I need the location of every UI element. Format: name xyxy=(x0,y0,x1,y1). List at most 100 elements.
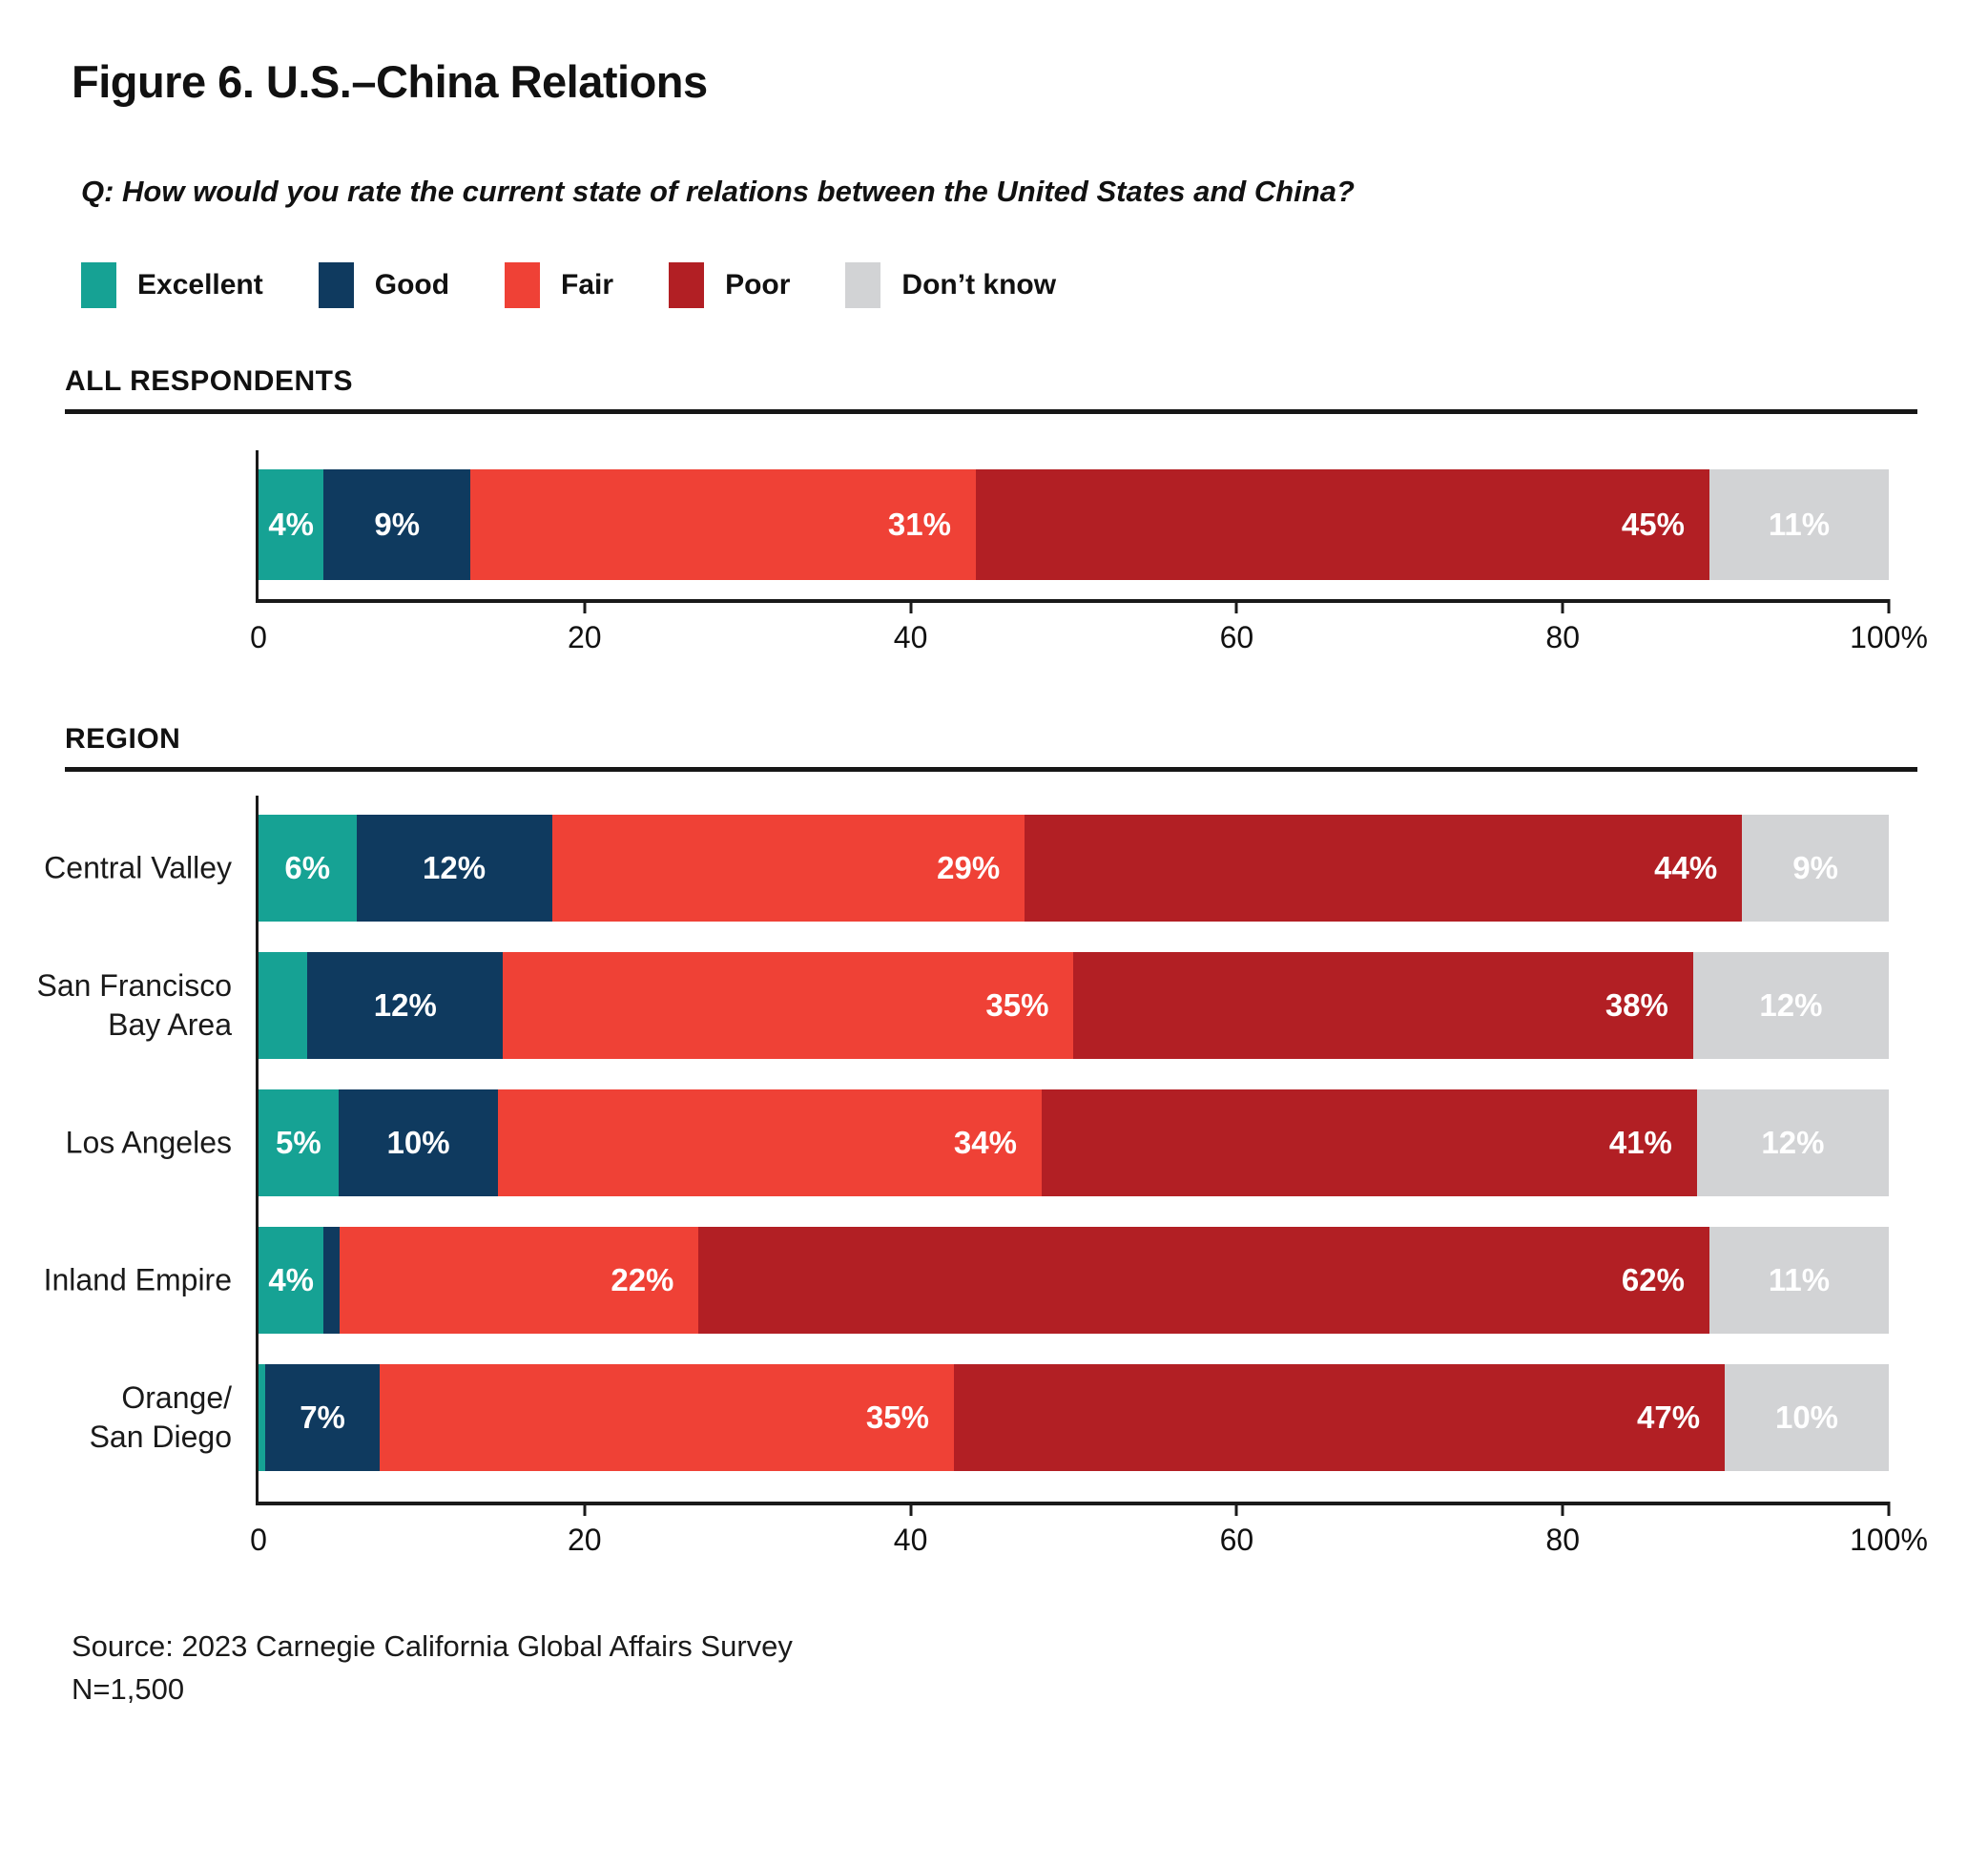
axis-tick xyxy=(583,1502,587,1516)
bar-row: 4% 9% 31% 45% 11% xyxy=(259,469,1889,580)
bar-segment-dont_know: 9% xyxy=(1742,815,1889,922)
x-axis-labels: 0 20 40 60 80 100% xyxy=(250,1505,1928,1561)
bar-segment-dont_know: 11% xyxy=(1708,469,1889,580)
bar-segment-good: 10% xyxy=(338,1089,499,1196)
segment-value-label: 4% xyxy=(268,1262,315,1297)
bar-segment-poor: 62% xyxy=(698,1227,1709,1334)
axis-tick-label: 40 xyxy=(893,1523,928,1557)
axis-tick-label: 100% xyxy=(1850,620,1928,654)
bar-segment-excellent: 5% xyxy=(259,1089,339,1196)
y-axis-line xyxy=(256,796,259,1505)
segment-value-label: 35% xyxy=(865,1400,929,1435)
bar-segment-excellent: 4% xyxy=(259,1227,324,1334)
bar-segment-good: 9% xyxy=(323,469,471,580)
bar-segment-fair: 35% xyxy=(503,952,1074,1059)
legend-swatch-good xyxy=(318,262,354,308)
axis-tick xyxy=(1234,599,1238,613)
bar-row: Orange/San Diego 7% 35% 47% 10% xyxy=(90,1364,1889,1471)
section-header-all-respondents: ALL RESPONDENTS xyxy=(65,365,353,397)
legend-swatch-excellent xyxy=(81,262,116,308)
legend-item-dont_know: Don’t know xyxy=(845,262,1056,308)
segment-value-label: 22% xyxy=(611,1262,674,1297)
section-region: REGION Central Valley 6% 12% 29% 44% 9% San Fr… xyxy=(36,723,1928,1561)
row-label: Central Valley xyxy=(44,850,232,885)
bar-segment-good: 7% xyxy=(264,1364,381,1471)
segment-value-label: 6% xyxy=(284,850,331,885)
segment-value-label: 9% xyxy=(1792,850,1838,885)
bar-row: Inland Empire 4% 22% 62% 11% xyxy=(44,1227,1889,1334)
axis-tick-label: 60 xyxy=(1219,1523,1254,1557)
axis-tick-label: 0 xyxy=(250,1523,267,1557)
bar-segment-poor: 47% xyxy=(953,1364,1726,1471)
segment-value-label: 12% xyxy=(373,987,437,1023)
plot-area: 4% 9% 31% 45% 11% xyxy=(259,469,1889,580)
section-header-region: REGION xyxy=(65,723,181,755)
bar-segment-fair: 35% xyxy=(380,1364,954,1471)
segment-value-label: 12% xyxy=(1761,1125,1825,1160)
row-label: Orange/San Diego xyxy=(89,1380,232,1454)
segment-value-label: 11% xyxy=(1768,1262,1831,1297)
row-label: San Francisco Bay Area xyxy=(36,968,232,1042)
legend-item-excellent: Excellent xyxy=(81,262,263,308)
axis-tick xyxy=(583,599,587,613)
y-axis-line xyxy=(256,450,259,603)
axis-tick-label: 80 xyxy=(1545,620,1580,654)
axis-tick xyxy=(1561,1502,1564,1516)
legend-label: Good xyxy=(374,269,450,301)
segment-value-label: 45% xyxy=(1621,507,1685,542)
axis-tick xyxy=(909,599,913,613)
legend-label: Fair xyxy=(561,269,614,301)
segment-value-label: 12% xyxy=(1759,987,1823,1023)
segment-value-label: 38% xyxy=(1605,987,1668,1023)
axis-tick xyxy=(1234,1502,1238,1516)
axis-tick-label: 0 xyxy=(250,620,267,654)
bar-chart-all-respondents: 4% 9% 31% 45% 11% 0 20 40 60 80 100% xyxy=(250,450,1928,658)
axis-tick-label: 80 xyxy=(1545,1523,1580,1557)
segment-value-label: 47% xyxy=(1636,1400,1701,1435)
survey-question: Q: How would you rate the current state … xyxy=(81,175,1355,208)
segment-value-label: 44% xyxy=(1654,850,1718,885)
sample-size: N=1,500 xyxy=(72,1671,185,1706)
bar-segment-good: 12% xyxy=(356,815,552,922)
bar-segment-fair: 29% xyxy=(551,815,1025,922)
axis-tick xyxy=(909,1502,913,1516)
segment-value-label: 10% xyxy=(386,1125,450,1160)
segment-value-label: 34% xyxy=(953,1125,1017,1160)
legend: Excellent Good Fair Poor Don’t know xyxy=(81,262,1988,308)
bar-row: Central Valley 6% 12% 29% 44% 9% xyxy=(44,815,1889,922)
axis-tick-label: 20 xyxy=(568,620,602,654)
section-rule xyxy=(65,409,1917,414)
section-all-respondents: ALL RESPONDENTS 4% 9% 31% 45% 11% 0 20 40 60 80 1… xyxy=(65,365,1928,658)
axis-tick-label: 60 xyxy=(1219,620,1254,654)
source-block: Source: 2023 Carnegie California Global … xyxy=(72,1626,1988,1711)
legend-swatch-fair xyxy=(505,262,541,308)
plot-area: Central Valley 6% 12% 29% 44% 9% San Francisco… xyxy=(36,815,1889,1471)
bar-segment-poor: 41% xyxy=(1041,1089,1697,1196)
bar-segment-dont_know: 11% xyxy=(1708,1227,1889,1334)
bar-segment-fair: 31% xyxy=(470,469,976,580)
segment-value-label: 29% xyxy=(937,850,1001,885)
x-axis-labels: 0 20 40 60 80 100% xyxy=(250,603,1928,658)
axis-tick-label: 20 xyxy=(568,1523,602,1557)
segment-value-label: 10% xyxy=(1774,1400,1839,1435)
segment-value-label: 12% xyxy=(423,850,487,885)
bar-segment-dont_know: 12% xyxy=(1696,1089,1889,1196)
legend-swatch-poor xyxy=(669,262,705,308)
bar-segment-excellent xyxy=(259,1364,265,1471)
segment-value-label: 41% xyxy=(1608,1125,1672,1160)
segment-value-label: 5% xyxy=(276,1125,321,1160)
bar-segment-excellent: 4% xyxy=(259,469,324,580)
bar-segment-fair: 22% xyxy=(340,1227,699,1334)
segment-value-label: 35% xyxy=(985,987,1049,1023)
legend-label: Don’t know xyxy=(901,269,1057,301)
bar-segment-poor: 38% xyxy=(1073,952,1693,1059)
row-label: Los Angeles xyxy=(65,1125,232,1160)
bar-segment-dont_know: 12% xyxy=(1692,952,1889,1059)
x-axis xyxy=(259,599,1891,613)
bar-chart-region: Central Valley 6% 12% 29% 44% 9% San Francisco… xyxy=(36,796,1928,1561)
segment-value-label: 31% xyxy=(887,507,951,542)
segment-value-label: 4% xyxy=(268,507,315,542)
x-axis xyxy=(259,1502,1891,1516)
row-label: Inland Empire xyxy=(43,1262,232,1297)
